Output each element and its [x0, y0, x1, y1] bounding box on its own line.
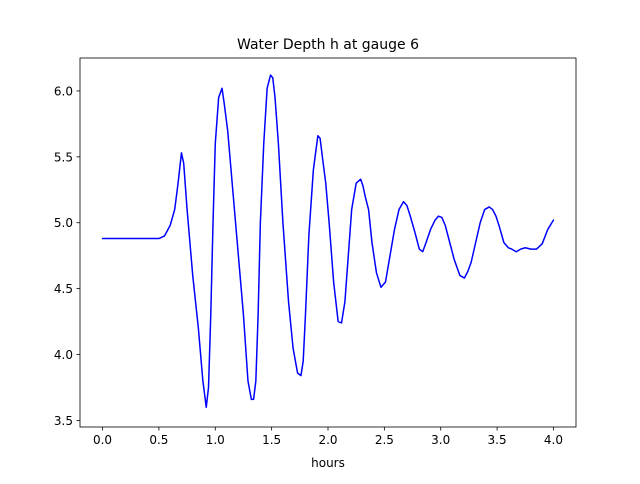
x-tick-label: 3.0 — [431, 433, 450, 447]
x-tick-label: 2.5 — [375, 433, 394, 447]
x-tick-label: 0.0 — [93, 433, 112, 447]
x-axis-label: hours — [311, 456, 345, 470]
chart-title: Water Depth h at gauge 6 — [237, 37, 419, 53]
x-tick-label: 0.5 — [149, 433, 168, 447]
y-tick-label: 4.0 — [54, 348, 73, 362]
x-tick-label: 4.0 — [544, 433, 563, 447]
y-tick-label: 5.0 — [54, 216, 73, 230]
x-tick-label: 1.0 — [206, 433, 225, 447]
y-tick-label: 3.5 — [54, 414, 73, 428]
x-tick-label: 3.5 — [488, 433, 507, 447]
x-tick-label: 2.0 — [318, 433, 337, 447]
series-line-0 — [101, 74, 555, 408]
y-tick-label: 4.5 — [54, 282, 73, 296]
y-tick-label: 6.0 — [54, 84, 73, 98]
y-tick-label: 5.5 — [54, 150, 73, 164]
plot-frame — [79, 57, 577, 428]
x-tick-label: 1.5 — [262, 433, 281, 447]
plot-area: 0.0 0.5 1.0 1.5 2.0 2.5 3.0 3.5 4.0 3.5 4.0 4.5 5.0 5… — [54, 57, 577, 447]
